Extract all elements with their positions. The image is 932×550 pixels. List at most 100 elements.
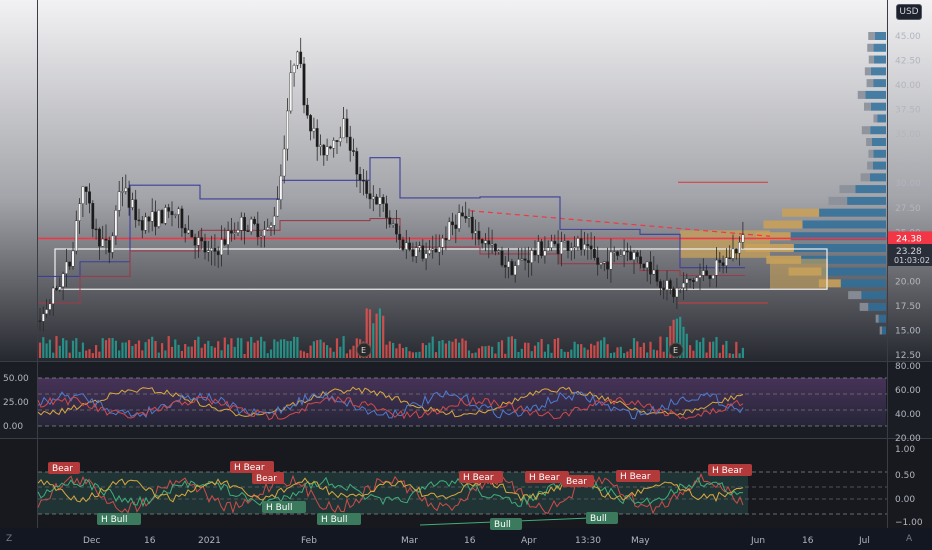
candle-body [682, 282, 685, 288]
candle-body [586, 244, 590, 247]
signal-badge-label: H Bear [620, 472, 651, 482]
time-axis-label: 13:30 [575, 536, 601, 546]
volume-bar [520, 348, 523, 358]
volume-bar [266, 353, 269, 358]
volume-bar [213, 347, 216, 358]
candle-body [229, 230, 233, 234]
volume-bar [233, 346, 236, 358]
candle-body [718, 259, 722, 263]
volume-bar [263, 341, 266, 358]
volume-bar [375, 313, 378, 358]
signal-badge-label: H Bear [234, 463, 265, 473]
volume-bar [302, 351, 306, 358]
value-area-box [680, 230, 770, 258]
currency-button[interactable]: USD [896, 4, 922, 20]
candle-body [322, 144, 326, 156]
signal-badge-bear [48, 462, 80, 474]
volume-bar [481, 346, 484, 358]
volume-profile-bar-up [818, 279, 841, 288]
volume-profile-bar [873, 79, 886, 88]
volume-profile-bar-up [868, 149, 874, 158]
price-tick-label: 35.00 [895, 130, 921, 140]
volume-profile-bar-up [859, 302, 869, 311]
volume-bar [101, 338, 104, 358]
candle-body [190, 229, 194, 238]
volume-bar [718, 352, 721, 358]
overlay-lines [38, 157, 887, 304]
volume-profile-bar [874, 32, 886, 40]
volume-bar [299, 350, 302, 358]
rsi-line-blue [37, 390, 744, 420]
signal-badge-bear [525, 471, 569, 483]
volume-bar [382, 315, 385, 358]
candle-body [315, 128, 319, 147]
volume-profile-bar [870, 126, 886, 135]
volume-bar [401, 347, 405, 358]
candle-body [721, 262, 725, 266]
signal-badge-label: Bull [494, 520, 511, 530]
indicator-lines [37, 377, 887, 526]
volume-profile [680, 32, 886, 335]
candle-body [249, 218, 253, 232]
volume-profile-bar-up [868, 32, 875, 40]
timezone-toggle[interactable]: Z [6, 534, 13, 544]
candle-body [593, 248, 596, 258]
candle-body [698, 275, 702, 278]
volume-bar [616, 347, 619, 358]
candle-body [705, 270, 709, 276]
volume-bar [309, 345, 312, 358]
volume-bar [728, 353, 731, 358]
volume-bar [639, 346, 642, 358]
candle-body [111, 235, 115, 253]
rsi-right-tick: 60.00 [895, 386, 921, 396]
candle-body [362, 179, 365, 182]
osc-right-tick: −1.00 [895, 518, 923, 528]
price-tick-label: 40.00 [895, 81, 921, 91]
current-price-tag [888, 231, 932, 246]
volume-bar [190, 346, 193, 358]
volume-bar [679, 316, 682, 358]
volume-bar [68, 352, 71, 358]
earnings-marker-label: E [361, 346, 366, 355]
candle-body [236, 230, 240, 233]
volume-bar [573, 341, 576, 358]
candle-body [329, 146, 332, 149]
price-tick-label: 32.50 [895, 155, 921, 165]
volume-bar [161, 343, 164, 358]
volume-bar [656, 350, 659, 358]
main-pane[interactable] [0, 0, 932, 361]
volume-bar [236, 337, 240, 358]
volume-profile-bar [878, 314, 886, 323]
candle-body [183, 227, 187, 234]
volume-bar [434, 352, 438, 358]
volume-bar [514, 338, 517, 358]
candle-body [144, 216, 147, 231]
price-tick-label: 30.00 [895, 179, 921, 189]
candle-body [157, 209, 161, 227]
candle-body [457, 212, 461, 229]
candle-body [556, 243, 560, 255]
candle-body [609, 251, 613, 270]
osc-right-tick: 1.00 [895, 445, 915, 455]
volume-bar [507, 336, 510, 358]
osc-right-tick: 0.50 [895, 471, 915, 481]
candle-body [513, 265, 517, 276]
candle-body [223, 239, 227, 245]
volume-bar [583, 347, 586, 358]
candle-body [385, 203, 388, 218]
volume-bar [712, 341, 715, 358]
volume-bar [316, 340, 319, 358]
volume-bar [147, 339, 150, 358]
time-axis-label: 16 [144, 536, 156, 546]
volume-bar [741, 347, 744, 358]
volume-bar [586, 349, 589, 358]
volume-bar [71, 340, 75, 358]
auto-scale-toggle[interactable]: A [906, 534, 913, 544]
volume-bar [431, 336, 434, 358]
volume-profile-bar-up [879, 326, 882, 335]
earnings-marker [668, 342, 684, 358]
volume-bar [560, 349, 563, 358]
volume-bar [91, 353, 94, 358]
